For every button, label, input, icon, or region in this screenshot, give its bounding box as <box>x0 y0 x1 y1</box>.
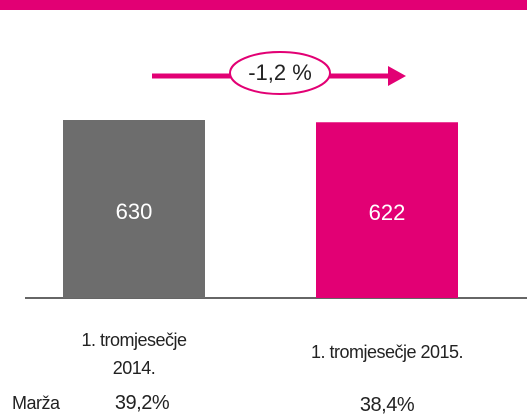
bar <box>63 120 205 298</box>
category-label: 1. tromjesečje 2015. <box>310 342 464 362</box>
margin-label: Marža <box>12 393 60 413</box>
annotation-ellipse <box>229 51 331 95</box>
margin-value: 39,2% <box>114 392 170 414</box>
top-band <box>0 0 527 10</box>
value-label: 630 <box>116 199 153 224</box>
annotation: -1,2 % <box>248 60 312 85</box>
margin-value: 38,4% <box>359 394 415 416</box>
bar <box>316 122 458 298</box>
category-label: 1. tromjesečje 2014. <box>81 330 187 378</box>
value-label: 622 <box>369 200 406 225</box>
arrow-head <box>388 66 406 86</box>
